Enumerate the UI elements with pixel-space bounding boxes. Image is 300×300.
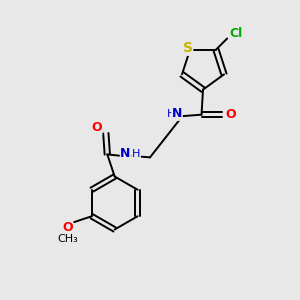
Text: O: O	[225, 108, 236, 121]
Text: H: H	[167, 109, 176, 119]
Text: Cl: Cl	[230, 27, 243, 40]
Text: S: S	[183, 41, 193, 55]
Text: O: O	[91, 122, 102, 134]
Text: O: O	[62, 220, 73, 234]
Text: CH₃: CH₃	[57, 234, 78, 244]
Text: N: N	[120, 147, 131, 160]
Text: N: N	[172, 107, 182, 120]
Text: H: H	[132, 148, 140, 158]
